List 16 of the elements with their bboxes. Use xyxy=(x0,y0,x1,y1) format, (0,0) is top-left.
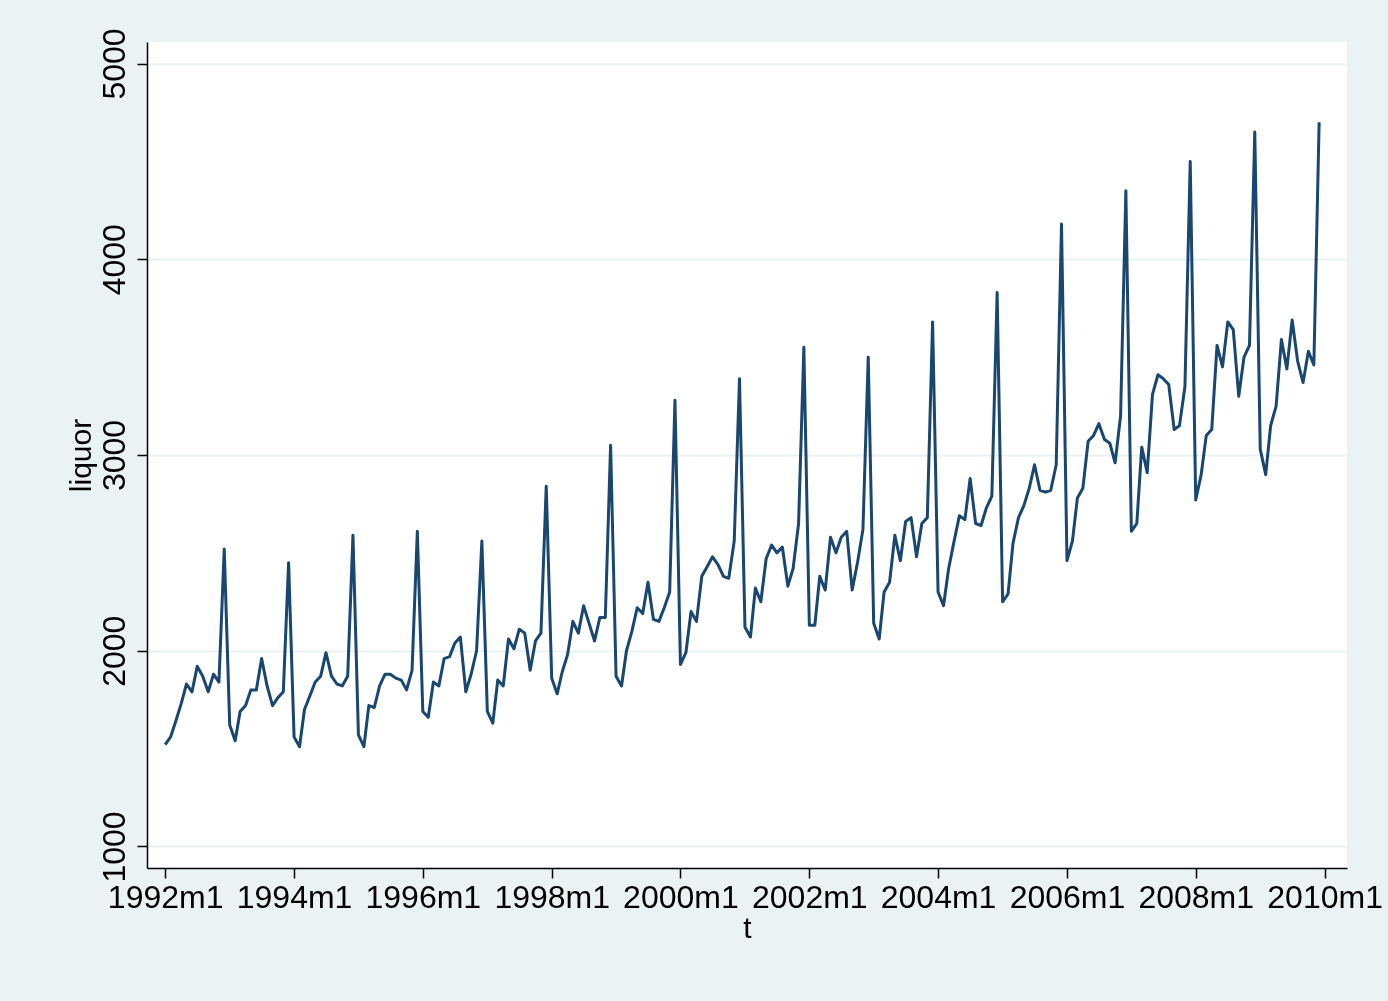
x-axis-title: t xyxy=(743,910,753,944)
x-tick-label: 2002m1 xyxy=(752,878,868,915)
x-tick-label: 2010m1 xyxy=(1267,878,1383,915)
x-tick-label: 2006m1 xyxy=(1009,878,1126,915)
y-tick-label: 4000 xyxy=(95,224,132,296)
line-series xyxy=(163,120,1321,749)
x-tick-label: 2000m1 xyxy=(623,878,739,915)
y-tick-label: 5000 xyxy=(95,28,132,100)
y-axis-title: liquor xyxy=(63,418,97,493)
x-tick-label: 2008m1 xyxy=(1138,878,1255,915)
x-tick-label: 1994m1 xyxy=(236,878,353,915)
x-tick-label: 2004m1 xyxy=(880,878,997,915)
y-tick-label: 1000 xyxy=(95,811,132,883)
x-tick-label: 1996m1 xyxy=(365,878,482,915)
x-tick-label: 1998m1 xyxy=(494,878,611,915)
y-tick-label: 2000 xyxy=(95,615,132,687)
